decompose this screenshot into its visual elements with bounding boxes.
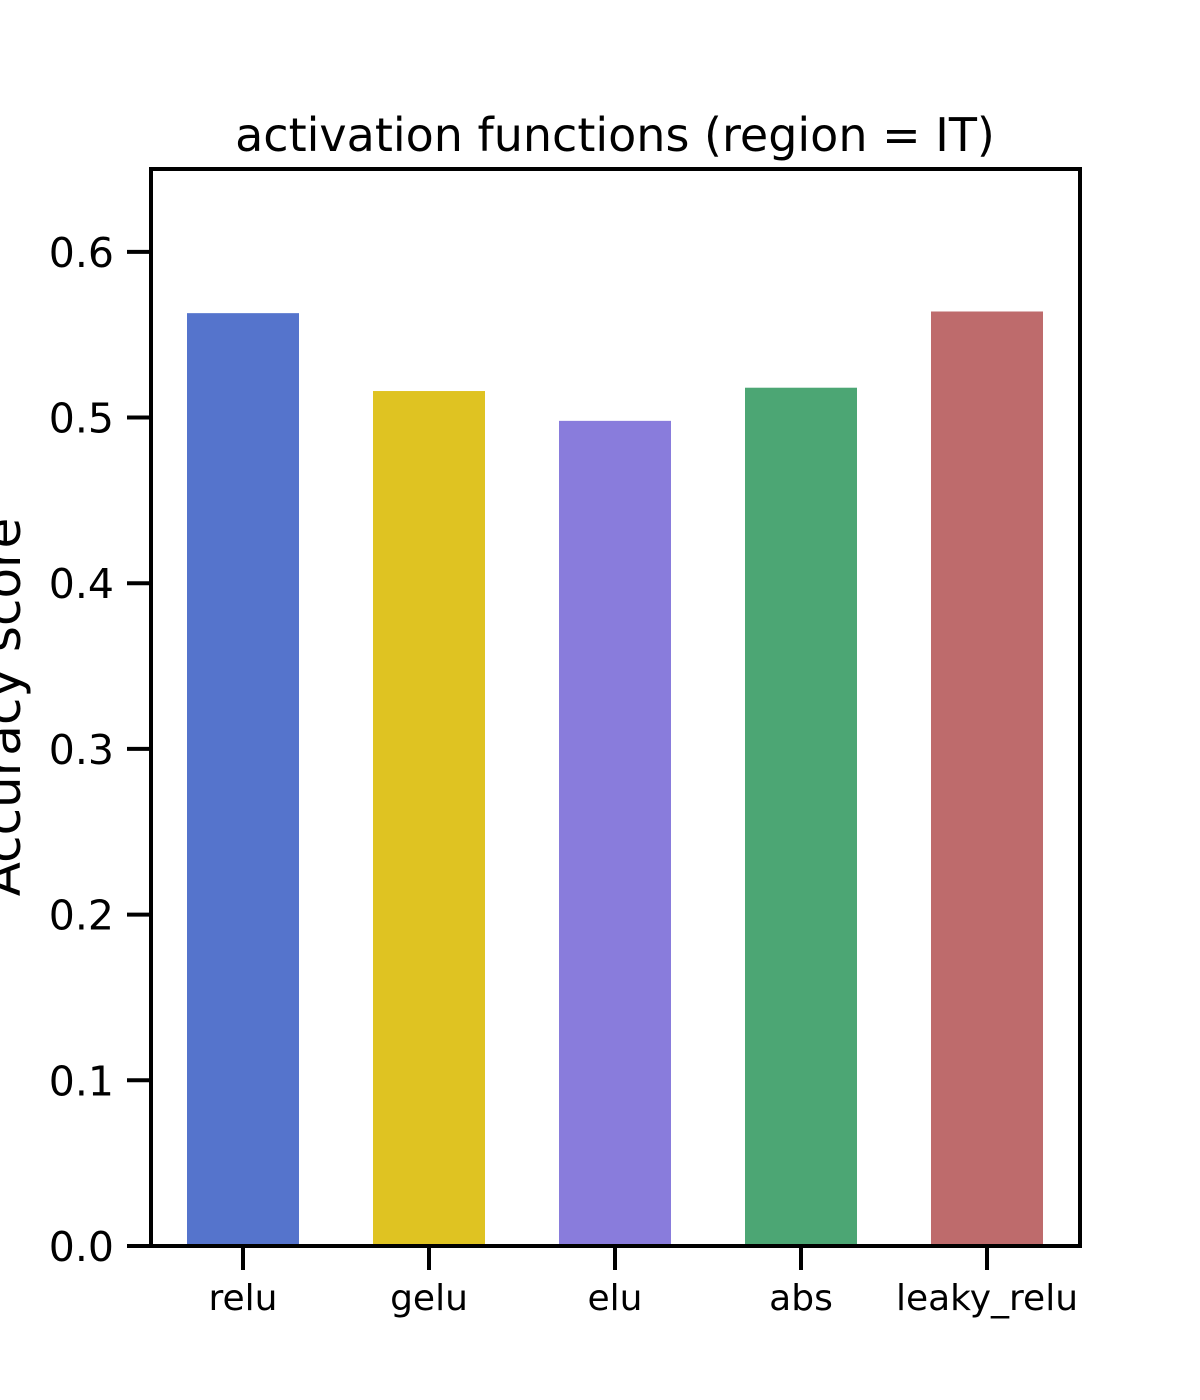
x-tick-label: elu [588, 1278, 643, 1319]
x-tick-label: abs [769, 1278, 833, 1319]
bars-group [187, 311, 1043, 1247]
x-axis-ticks: relu gelu elu abs leaky_relu [209, 1246, 1078, 1319]
bar-leaky_relu [931, 311, 1043, 1247]
y-tick-label: 0.0 [49, 1223, 114, 1271]
y-tick-label: 0.4 [49, 560, 114, 608]
x-tick-label: relu [209, 1278, 278, 1319]
x-tick-label: leaky_relu [896, 1278, 1078, 1319]
y-tick-label: 0.2 [49, 892, 114, 940]
bar-abs [745, 387, 857, 1246]
y-tick-label: 0.5 [49, 395, 114, 443]
bar-relu [187, 313, 299, 1246]
plot-frame [149, 167, 1082, 1248]
bar-elu [559, 420, 671, 1246]
y-tick-label: 0.6 [49, 229, 114, 277]
y-axis-label: Accuracy score [0, 518, 32, 897]
bar-gelu [373, 391, 485, 1246]
y-tick-label: 0.1 [49, 1057, 114, 1105]
x-tick-label: gelu [390, 1278, 468, 1319]
chart-title: activation functions (region = IT) [235, 108, 995, 162]
y-axis-ticks: 0.0 0.1 0.2 0.3 0.4 0.5 0.6 [49, 229, 151, 1271]
y-tick-label: 0.3 [49, 726, 114, 774]
